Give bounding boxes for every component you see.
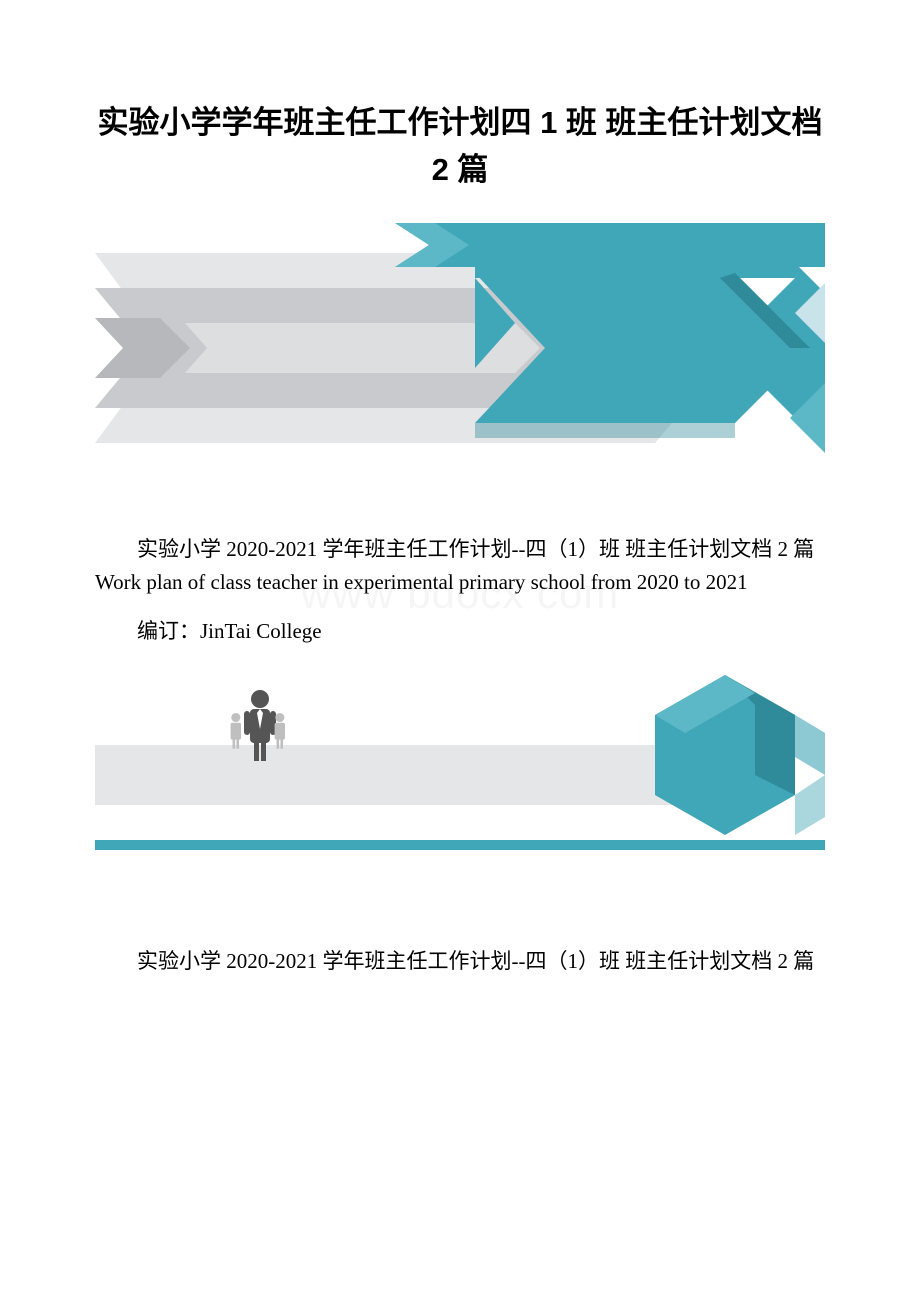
paragraph-repeat: 实验小学 2020-2021 学年班主任工作计划--四（1）班 班主任计划文档 … bbox=[95, 945, 825, 978]
people-group-icon bbox=[220, 685, 300, 770]
editor-line: 编订：JinTai College bbox=[95, 615, 825, 648]
document-title: 实验小学学年班主任工作计划四 1 班 班主任计划文档 2 篇 bbox=[95, 100, 825, 193]
paragraph-english: Work plan of class teacher in experiment… bbox=[95, 568, 825, 597]
editor-value: JinTai College bbox=[200, 619, 322, 643]
editor-label: 编订： bbox=[137, 619, 200, 643]
decorative-banner-1 bbox=[95, 223, 825, 473]
decorative-banner-2 bbox=[95, 675, 825, 865]
paragraph-intro: 实验小学 2020-2021 学年班主任工作计划--四（1）班 班主任计划文档 … bbox=[95, 533, 825, 566]
